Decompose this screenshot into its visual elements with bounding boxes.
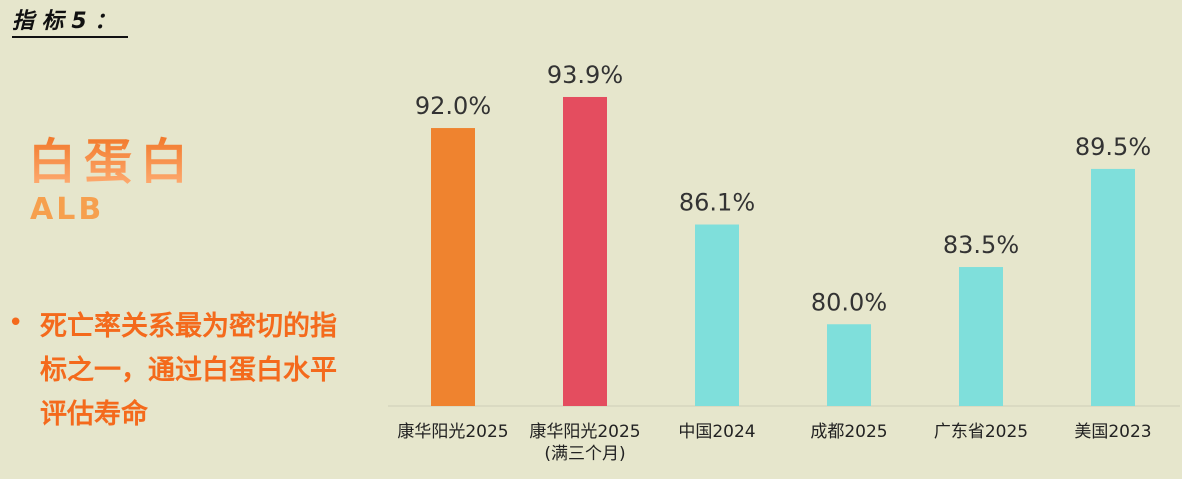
x-tick-label: 广东省2025 — [933, 422, 1029, 442]
bar — [563, 96, 607, 407]
value-label: 86.1% — [679, 189, 755, 217]
value-label: 80.0% — [811, 288, 887, 316]
bullet-text: 死亡率关系最为密切的指标之一，通过白蛋白水平评估寿命 — [40, 311, 337, 430]
value-label: 89.5% — [1075, 133, 1151, 161]
value-label: 92.0% — [415, 92, 491, 120]
bar — [827, 324, 871, 406]
x-tick-label: 成都2025 — [810, 422, 888, 442]
bar — [431, 128, 475, 407]
heading: 白蛋白 — [28, 122, 196, 192]
x-tick-label: 美国2023 — [1074, 422, 1152, 442]
bar — [1091, 168, 1135, 406]
bar — [959, 267, 1003, 406]
bullet-dot: • — [8, 308, 24, 338]
bar — [695, 224, 739, 406]
subheading: ALB — [30, 192, 105, 227]
x-tick-label: 中国2024 — [678, 422, 756, 442]
slide-title: 指 标 5 ： — [12, 8, 129, 38]
x-tick-label: 康华阳光2025 — [397, 422, 509, 442]
x-tick-label: 康华阳光2025 (满三个月) — [529, 422, 641, 464]
value-label: 83.5% — [943, 231, 1019, 259]
value-label: 93.9% — [547, 61, 623, 89]
